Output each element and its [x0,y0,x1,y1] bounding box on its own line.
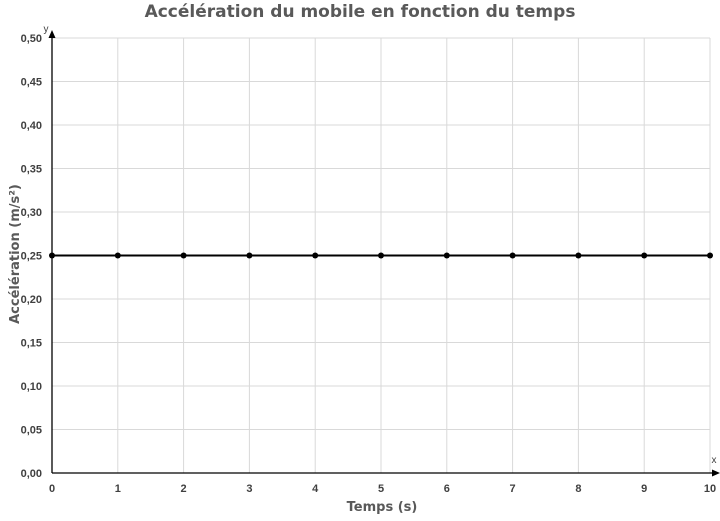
x-tick-label: 9 [641,483,647,495]
data-point [114,252,121,259]
data-point [575,252,582,259]
data-point [378,252,384,259]
tick-labels: 0 1 2 3 4 5 6 7 8 9 10 0,00 0,05 0,10 0,15 0,20 0,25 0,30… [21,33,717,495]
axes: xy [44,24,720,477]
y-axis-name: y [44,24,49,35]
y-tick-label: 0,30 [21,207,42,219]
data-point [509,252,516,259]
data-series [49,252,713,259]
data-point [180,252,187,259]
y-tick-label: 0,00 [21,468,42,480]
data-point [312,252,319,259]
grid-lines [52,37,711,473]
y-tick-label: 0,15 [21,338,42,350]
x-tick-label: 5 [378,483,384,495]
y-tick-label: 0,20 [21,294,42,306]
x-tick-label: 10 [704,483,716,495]
x-axis-arrow [712,469,720,477]
data-point [707,252,713,259]
y-tick-label: 0,25 [21,251,42,263]
y-tick-label: 0,35 [21,164,42,176]
x-tick-label: 1 [115,483,121,495]
x-tick-label: 4 [312,483,319,495]
data-point [49,252,55,259]
y-axis-arrow [48,30,56,38]
x-tick-label: 6 [444,483,450,495]
x-tick-label: 0 [49,483,55,495]
x-tick-label: 3 [246,483,252,495]
y-tick-label: 0,40 [21,120,42,132]
y-tick-label: 0,10 [21,381,42,393]
y-tick-label: 0,50 [21,33,42,45]
data-point [246,252,253,259]
data-point [443,252,450,259]
chart-title: Accélération du mobile en fonction du te… [144,2,576,22]
x-axis-name: x [712,455,717,466]
y-tick-label: 0,45 [21,77,42,89]
x-tick-label: 2 [181,483,187,495]
x-tick-label: 7 [510,483,516,495]
x-axis-label: Temps (s) [346,500,418,515]
x-tick-label: 8 [575,483,581,495]
y-axis-label: Accélération (m/s²) [8,184,23,324]
data-point [641,252,648,259]
y-tick-label: 0,05 [21,425,42,437]
